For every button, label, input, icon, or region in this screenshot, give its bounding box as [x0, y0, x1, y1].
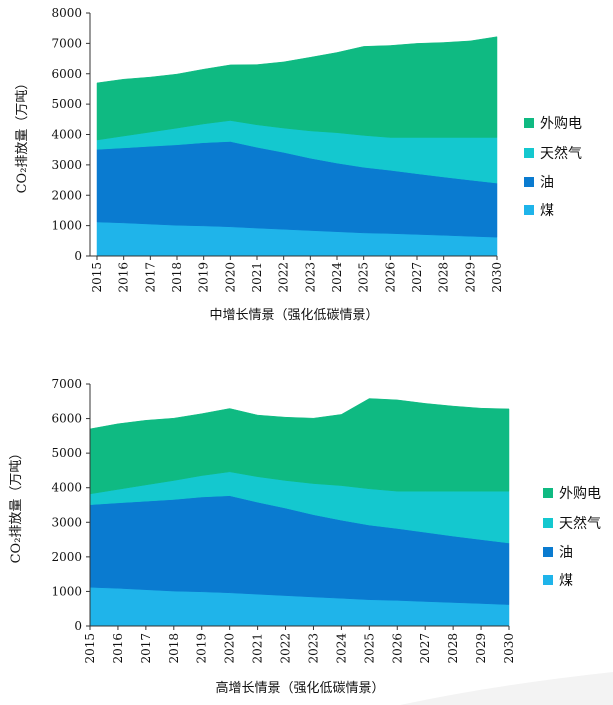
- x-tick-label: 2022: [277, 262, 291, 293]
- x-tick-label: 2029: [463, 262, 477, 293]
- legend-swatch: [543, 518, 553, 528]
- legend-swatch: [524, 205, 534, 215]
- legend-item-oil: 油: [524, 175, 554, 191]
- x-tick-label: 2020: [223, 262, 237, 293]
- legend-item-purchased-power: 外购电: [543, 486, 601, 502]
- x-tick-label: 2030: [502, 633, 516, 664]
- legend-swatch: [524, 118, 534, 128]
- chart-2-ylabel: CO₂排放量（万吨）: [9, 447, 24, 564]
- x-tick-label: 2018: [170, 262, 184, 293]
- x-tick-label: 2022: [279, 633, 293, 664]
- legend-swatch: [524, 148, 534, 158]
- chart-1-ylabel: CO₂排放量（万吨）: [15, 77, 30, 194]
- y-tick-label: 0: [74, 619, 82, 633]
- x-tick-label: 2015: [83, 633, 97, 664]
- legend-label: 油: [540, 175, 554, 191]
- x-tick-label: 2019: [195, 633, 209, 664]
- x-tick-label: 2023: [303, 262, 317, 293]
- x-tick-label: 2018: [167, 633, 181, 664]
- chart-1-xticks: 2015 2016 2017 2018 2019 2020 2021 2022 2023 2024…: [90, 256, 504, 293]
- area-purchased-power: [96, 36, 498, 141]
- y-tick-label: 2000: [51, 188, 82, 202]
- chart-2-xticks: 2015 2016 2017 2018 2019 2020 2021 2022 2023 2024…: [83, 626, 516, 664]
- x-tick-label: 2025: [357, 262, 371, 293]
- x-tick-label: 2030: [490, 262, 504, 293]
- legend-item-oil: 油: [543, 545, 573, 561]
- chart-1-xlabel: 中增长情景（强化低碳情景）: [209, 308, 378, 323]
- legend-item-gas: 天然气: [524, 145, 582, 162]
- x-tick-label: 2026: [383, 262, 397, 293]
- chart-2-yticks: 0 1000 2000 3000 4000 5000 6000 7000: [51, 377, 90, 633]
- y-tick-label: 3000: [51, 515, 82, 529]
- y-tick-label: 2000: [51, 550, 82, 564]
- y-tick-label: 0: [74, 249, 82, 263]
- y-tick-label: 1000: [51, 219, 82, 233]
- y-tick-label: 7000: [51, 36, 82, 50]
- legend-swatch: [543, 488, 553, 498]
- legend-label: 天然气: [559, 515, 601, 532]
- y-tick-label: 4000: [51, 481, 82, 495]
- x-tick-label: 2028: [437, 262, 451, 293]
- legend-label: 油: [559, 545, 573, 561]
- y-tick-label: 3000: [51, 158, 82, 172]
- x-tick-label: 2024: [334, 633, 348, 664]
- chart-1-areas: [96, 36, 498, 257]
- legend-label: 煤: [540, 203, 554, 219]
- legend-label: 天然气: [540, 145, 582, 162]
- legend-label: 外购电: [559, 486, 601, 502]
- legend-swatch: [524, 177, 534, 187]
- y-tick-label: 6000: [51, 67, 82, 81]
- x-tick-label: 2015: [90, 262, 104, 293]
- x-tick-label: 2019: [197, 262, 211, 293]
- y-tick-label: 8000: [51, 6, 82, 20]
- x-tick-label: 2017: [139, 633, 153, 664]
- x-tick-label: 2029: [474, 633, 488, 664]
- x-tick-label: 2021: [251, 633, 265, 664]
- y-tick-label: 5000: [51, 97, 82, 111]
- legend-item-coal: 煤: [543, 573, 573, 589]
- x-tick-label: 2023: [307, 633, 321, 664]
- x-tick-label: 2027: [418, 633, 432, 664]
- x-tick-label: 2016: [111, 633, 125, 664]
- x-tick-label: 2016: [117, 262, 131, 293]
- y-tick-label: 6000: [51, 412, 82, 426]
- legend-item-purchased-power: 外购电: [524, 116, 582, 132]
- x-tick-label: 2021: [250, 262, 264, 293]
- chart-2-areas: [89, 398, 510, 627]
- y-tick-label: 4000: [51, 128, 82, 142]
- x-tick-label: 2026: [390, 633, 404, 664]
- chart-2-xlabel: 高增长情景（强化低碳情景）: [215, 680, 384, 696]
- legend-item-gas: 天然气: [543, 515, 601, 532]
- legend-label: 外购电: [540, 116, 582, 132]
- x-tick-label: 2020: [223, 633, 237, 664]
- y-tick-label: 7000: [51, 377, 82, 391]
- x-tick-label: 2024: [330, 262, 344, 293]
- legend-item-coal: 煤: [524, 203, 554, 219]
- y-tick-label: 1000: [51, 584, 82, 598]
- x-tick-label: 2028: [446, 633, 460, 664]
- x-tick-label: 2027: [410, 262, 424, 293]
- area-purchased-power: [89, 398, 510, 495]
- legend-swatch: [543, 575, 553, 585]
- legend-label: 煤: [559, 573, 573, 589]
- x-tick-label: 2017: [143, 262, 157, 293]
- x-tick-label: 2025: [362, 633, 376, 664]
- y-tick-label: 5000: [51, 446, 82, 460]
- legend-swatch: [543, 547, 553, 557]
- page-shadow: [400, 672, 613, 705]
- chart-1-yticks: 0 1000 2000 3000 4000 5000 6000 7000 8000: [51, 6, 90, 263]
